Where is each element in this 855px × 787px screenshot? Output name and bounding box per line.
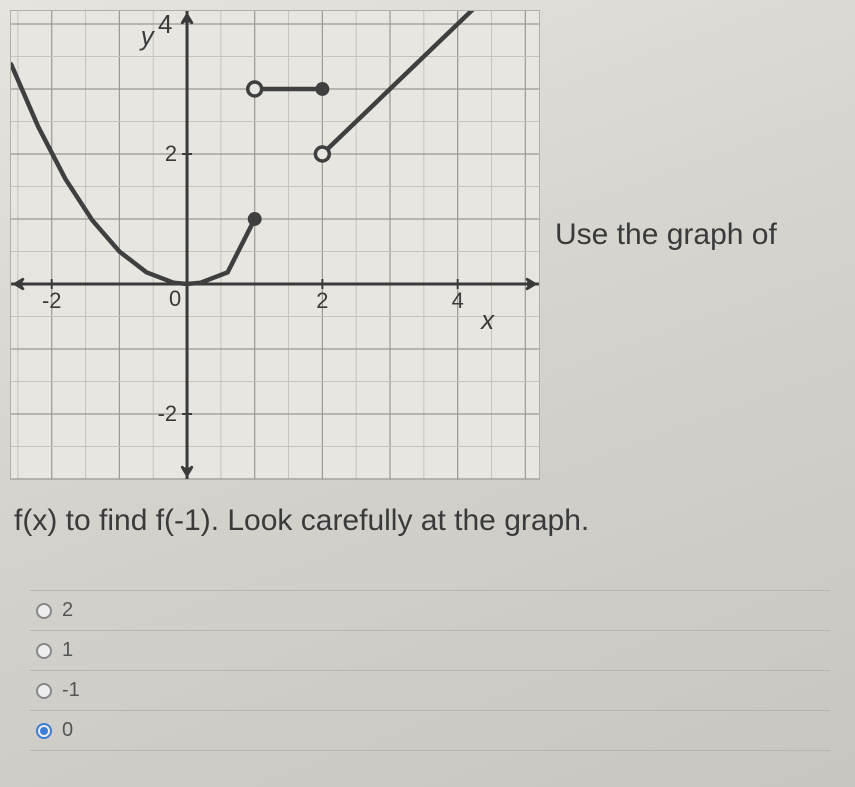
svg-text:4: 4	[452, 288, 464, 313]
option-label: 1	[62, 639, 73, 662]
option-row[interactable]: 1	[30, 630, 830, 670]
option-label: 2	[62, 599, 73, 622]
svg-text:y: y	[139, 23, 156, 51]
prompt-side-text: Use the graph of	[555, 218, 777, 252]
svg-text:-2: -2	[42, 288, 61, 313]
svg-text:-2: -2	[158, 401, 177, 426]
prompt-below-text: f(x) to find f(-1). Look carefully at th…	[14, 500, 834, 542]
option-row[interactable]: -1	[30, 670, 830, 710]
graph-panel: -2024-224yx	[10, 10, 540, 480]
svg-text:x: x	[479, 307, 495, 335]
option-label: -1	[62, 679, 80, 702]
radio-icon[interactable]	[36, 643, 52, 659]
svg-text:0: 0	[169, 286, 181, 311]
option-row[interactable]: 2	[30, 590, 830, 630]
option-label: 0	[62, 719, 73, 742]
svg-text:4: 4	[158, 11, 172, 39]
svg-text:2: 2	[165, 141, 177, 166]
radio-icon[interactable]	[36, 683, 52, 699]
svg-text:2: 2	[316, 288, 328, 313]
answer-options: 2 1 -1 0	[30, 590, 830, 751]
option-row[interactable]: 0	[30, 710, 830, 751]
radio-icon[interactable]	[36, 723, 52, 739]
radio-icon[interactable]	[36, 603, 52, 619]
function-graph-svg: -2024-224yx	[11, 11, 539, 479]
question-container: -2024-224yx Use the graph of f(x) to fin…	[0, 0, 855, 787]
